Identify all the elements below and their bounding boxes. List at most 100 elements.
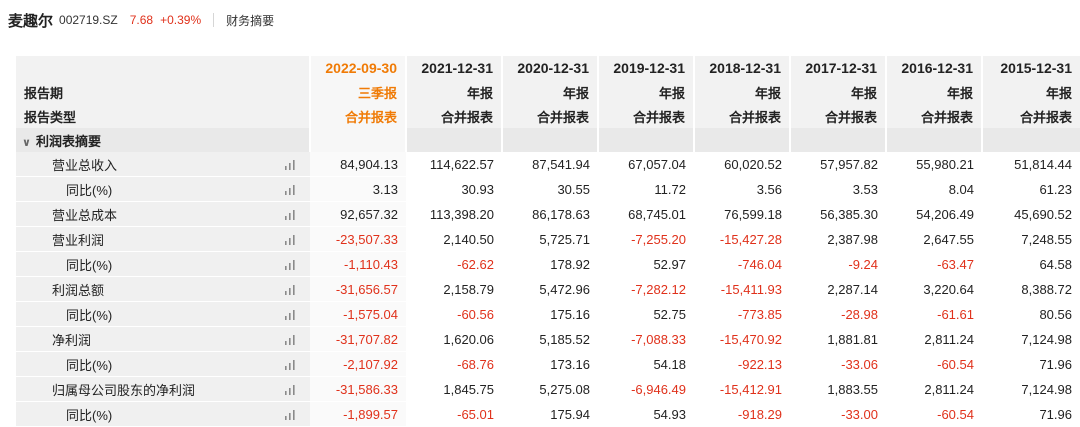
table-cell: 8,388.72 (982, 276, 1080, 302)
bar-chart-icon[interactable] (284, 259, 298, 270)
chevron-down-icon[interactable]: ∨ (22, 136, 31, 149)
table-cell: 84,904.13 (310, 152, 406, 177)
table-row: 同比(%) -2,107.92 -68.76 173.16 54.18 -922.13 -3… (16, 351, 1080, 377)
report-type-value: 合并报表 (597, 104, 694, 128)
tab-financial-summary[interactable]: 财务摘要 (226, 13, 275, 28)
financial-table: 2022-09-30 2021-12-31 2020-12-31 2019-12-31… (16, 56, 1080, 427)
bar-chart-icon[interactable] (284, 384, 298, 395)
table-cell: 2,158.79 (406, 276, 502, 302)
table-cell: -918.29 (694, 401, 790, 427)
table-cell: 5,185.52 (502, 326, 598, 352)
table-cell: -1,899.57 (310, 401, 406, 427)
report-type-value: 合并报表 (885, 104, 982, 128)
table-cell: 2,287.14 (790, 276, 886, 302)
table-cell: -7,088.33 (598, 326, 694, 352)
table-cell: -28.98 (790, 301, 886, 327)
bar-chart-icon[interactable] (284, 359, 298, 370)
report-type-row: 报告类型 合并报表 合并报表 合并报表 合并报表 合并报表 合并报表 合并报表 合并报表 (16, 104, 1080, 128)
report-period-label: 报告期 (16, 80, 310, 104)
table-cell: 67,057.04 (598, 152, 694, 177)
table-cell: 175.16 (502, 301, 598, 327)
table-cell: -60.56 (406, 301, 502, 327)
period-date[interactable]: 2018-12-31 (693, 56, 790, 80)
table-row: 营业利润 -23,507.33 2,140.50 5,725.71 -7,255.20-… (16, 226, 1080, 252)
bar-chart-icon[interactable] (284, 209, 298, 220)
period-date[interactable]: 2020-12-31 (501, 56, 598, 80)
table-cell: 8.04 (886, 176, 982, 202)
table-cell: 2,140.50 (406, 226, 502, 252)
table-cell: -33.06 (790, 351, 886, 377)
table-cell: 92,657.32 (310, 201, 406, 227)
section-blank (501, 128, 598, 152)
section-income-statement[interactable]: ∨ 利润表摘要 (16, 128, 1080, 152)
table-cell: 178.92 (502, 251, 598, 277)
row-label-cell: 同比(%) (16, 351, 310, 377)
section-title-cell[interactable]: ∨ 利润表摘要 (16, 128, 310, 152)
table-cell: 61.23 (982, 176, 1080, 202)
table-cell: -60.54 (886, 351, 982, 377)
section-blank (885, 128, 982, 152)
table-cell: -31,586.33 (310, 376, 406, 402)
bar-chart-icon[interactable] (284, 284, 298, 295)
section-blank (789, 128, 886, 152)
table-cell: -65.01 (406, 401, 502, 427)
bar-chart-icon[interactable] (284, 309, 298, 320)
period-date[interactable]: 2021-12-31 (405, 56, 502, 80)
table-cell: -60.54 (886, 401, 982, 427)
row-label: 同比(%) (66, 257, 113, 273)
table-cell: 5,275.08 (502, 376, 598, 402)
table-cell: 68,745.01 (598, 201, 694, 227)
table-cell: 56,385.30 (790, 201, 886, 227)
table-cell: 7,248.55 (982, 226, 1080, 252)
bar-chart-icon[interactable] (284, 409, 298, 420)
bar-chart-icon[interactable] (284, 184, 298, 195)
table-cell: 80.56 (982, 301, 1080, 327)
period-date[interactable]: 2015-12-31 (981, 56, 1080, 80)
row-label-cell: 营业总成本 (16, 201, 310, 227)
bar-chart-icon[interactable] (284, 334, 298, 345)
table-row: 同比(%) -1,575.04 -60.56 175.16 52.75 -773.85 -2… (16, 301, 1080, 327)
table-cell: 52.75 (598, 301, 694, 327)
table-row: 同比(%) 3.13 30.93 30.55 11.72 3.56 3.53 8.04 61.2… (16, 176, 1080, 202)
table-cell: 76,599.18 (694, 201, 790, 227)
table-cell: 3,220.64 (886, 276, 982, 302)
row-label-cell: 净利润 (16, 326, 310, 352)
table-cell: 3.53 (790, 176, 886, 202)
period-date[interactable]: 2022-09-30 (309, 56, 406, 80)
table-cell: 54,206.49 (886, 201, 982, 227)
row-label-cell: 同比(%) (16, 176, 310, 202)
table-cell: 54.18 (598, 351, 694, 377)
report-period-row: 报告期 三季报 年报 年报 年报 年报 年报 年报 年报 (16, 80, 1080, 104)
row-label: 利润总额 (52, 282, 105, 298)
table-cell: 11.72 (598, 176, 694, 202)
table-cell: -746.04 (694, 251, 790, 277)
table-cell: -7,282.12 (598, 276, 694, 302)
period-date[interactable]: 2016-12-31 (885, 56, 982, 80)
table-cell: 3.56 (694, 176, 790, 202)
row-label-cell: 归属母公司股东的净利润 (16, 376, 310, 402)
report-period-value: 年报 (597, 80, 694, 104)
period-date[interactable]: 2017-12-31 (789, 56, 886, 80)
row-label-cell: 营业总收入 (16, 152, 310, 177)
row-label: 营业利润 (52, 232, 105, 248)
bar-chart-icon[interactable] (284, 234, 298, 245)
row-label: 同比(%) (66, 307, 113, 323)
table-row: 同比(%) -1,899.57 -65.01 175.94 54.93 -918.29 -3… (16, 401, 1080, 427)
stock-name: 麦趣尔 (8, 12, 54, 30)
section-blank (309, 128, 406, 152)
table-cell: -1,575.04 (310, 301, 406, 327)
table-cell: 54.93 (598, 401, 694, 427)
period-date[interactable]: 2019-12-31 (597, 56, 694, 80)
table-cell: -15,412.91 (694, 376, 790, 402)
report-type-value: 合并报表 (981, 104, 1080, 128)
row-label: 净利润 (52, 332, 92, 348)
table-cell: 173.16 (502, 351, 598, 377)
table-cell: -31,707.82 (310, 326, 406, 352)
row-label: 同比(%) (66, 357, 113, 373)
table-cell: 7,124.98 (982, 326, 1080, 352)
table-cell: 175.94 (502, 401, 598, 427)
table-cell: -15,427.28 (694, 226, 790, 252)
table-cell: -23,507.33 (310, 226, 406, 252)
bar-chart-icon[interactable] (284, 159, 298, 170)
header-divider (213, 13, 215, 27)
